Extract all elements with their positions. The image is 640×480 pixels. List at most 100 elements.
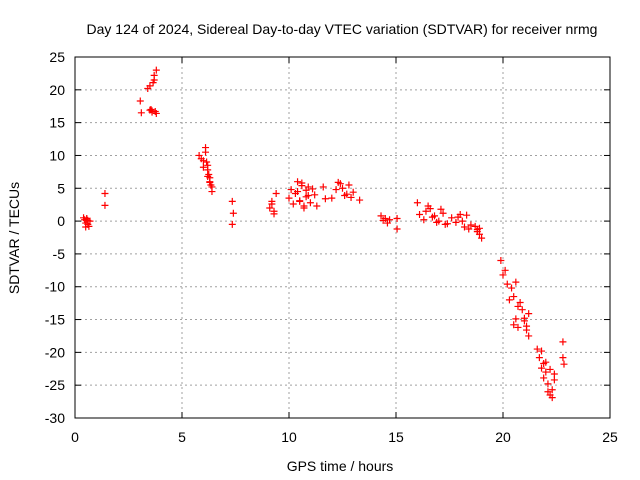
data-point [454,213,462,221]
data-point [208,183,216,191]
data-point [356,196,364,204]
data-point [266,204,274,212]
data-point [525,332,533,340]
data-point [85,222,93,230]
y-tick-label: -10 [45,279,65,295]
x-tick-label: 25 [602,429,618,445]
data-point [559,354,567,362]
data-point [510,321,518,329]
data-point [381,214,389,222]
data-point [535,354,543,362]
data-point [206,178,214,186]
data-point [510,293,518,301]
x-tick-label: 15 [388,429,404,445]
data-point [448,214,456,222]
data-point [306,199,314,207]
x-axis-label: GPS time / hours [287,458,394,474]
data-point [386,216,394,224]
data-points [80,66,568,402]
data-point [475,224,483,232]
data-point [550,370,558,378]
data-point [137,109,145,117]
data-point [443,220,451,228]
y-tick-label: 10 [49,147,65,163]
data-point [228,220,236,228]
x-tick-label: 20 [495,429,511,445]
data-point [460,223,468,231]
data-point [272,190,280,198]
data-point [499,271,507,279]
data-point [538,347,546,355]
data-point [452,218,460,226]
data-point [287,186,295,194]
y-tick-label: -5 [53,246,66,262]
data-point [393,214,401,222]
data-point [334,178,342,186]
data-point [332,186,340,194]
data-point [204,166,212,174]
data-point [321,195,329,203]
axis-ticks [74,56,611,419]
data-point [525,310,533,318]
data-point [422,207,430,215]
y-tick-label: -25 [45,377,65,393]
data-point [437,205,445,213]
data-point [420,216,428,224]
data-point [559,338,567,346]
data-point [546,365,554,373]
data-point [289,200,297,208]
y-axis-label: SDTVAR / TECUs [6,182,22,294]
y-tick-label: -15 [45,312,65,328]
chart-title: Day 124 of 2024, Sidereal Day-to-day VTE… [87,21,598,37]
data-point [416,211,424,219]
data-point [319,183,327,191]
data-point [339,184,346,192]
data-point [294,188,302,196]
data-point [296,197,304,205]
data-point [268,200,276,208]
data-point [377,212,385,220]
data-point [270,210,278,218]
data-point [199,163,207,171]
data-point [345,181,353,189]
data-point [347,193,355,201]
data-point [458,217,466,225]
data-point [228,197,236,205]
data-point [514,302,522,310]
data-point [548,394,556,402]
data-point [540,374,548,382]
data-point [538,364,546,372]
data-point [328,194,336,202]
data-point [311,191,319,199]
data-point [300,204,308,212]
data-point [431,212,439,220]
data-point [313,202,321,210]
data-point [478,234,486,242]
data-point [285,194,293,202]
y-tick-label: 20 [49,82,65,98]
data-point [426,205,434,213]
data-point [550,376,558,384]
data-point [82,223,90,231]
data-point [560,360,568,368]
data-point [294,178,302,186]
data-point [540,360,548,368]
data-point [349,188,357,196]
data-point [204,172,212,180]
data-point [465,225,473,233]
data-point [150,76,158,84]
data-point [229,209,237,217]
data-point [439,209,447,217]
y-tick-label: -20 [45,344,65,360]
data-point [148,107,156,115]
data-point [512,315,520,323]
data-point [514,323,522,331]
plot-frame [74,56,611,419]
data-point [343,190,351,198]
grid [75,57,610,418]
data-point [505,296,513,304]
data-point [152,109,160,117]
data-point [533,345,541,353]
data-point [435,217,443,225]
